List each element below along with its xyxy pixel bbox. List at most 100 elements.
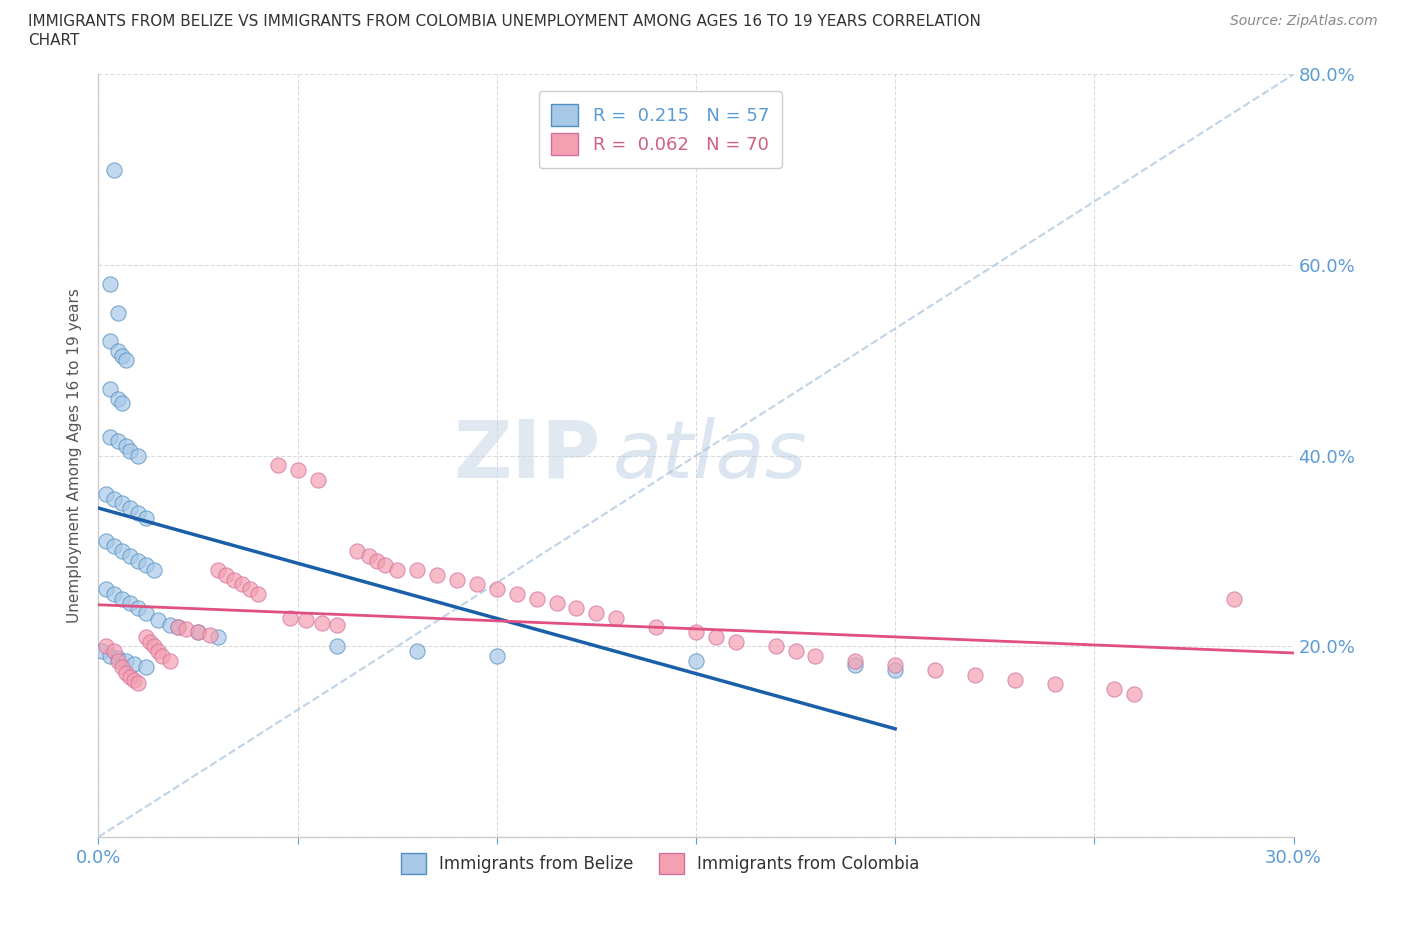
- Point: [685, 653, 707, 668]
- Point: [135, 630, 157, 644]
- Point: [111, 396, 134, 411]
- Point: [406, 563, 429, 578]
- Point: [107, 391, 129, 405]
- Point: [120, 444, 142, 458]
- Point: [135, 558, 157, 573]
- Point: [103, 163, 125, 178]
- Point: [645, 620, 668, 635]
- Point: [207, 630, 229, 644]
- Point: [231, 577, 253, 591]
- Y-axis label: Unemployment Among Ages 16 to 19 years: Unemployment Among Ages 16 to 19 years: [67, 288, 83, 623]
- Point: [111, 496, 134, 511]
- Point: [91, 644, 114, 658]
- Point: [359, 549, 381, 564]
- Point: [167, 620, 190, 635]
- Point: [174, 622, 197, 637]
- Point: [1043, 677, 1066, 692]
- Point: [704, 630, 727, 644]
- Point: [148, 612, 170, 627]
- Point: [685, 625, 707, 640]
- Point: [267, 458, 290, 472]
- Point: [287, 462, 309, 477]
- Point: [526, 591, 548, 606]
- Point: [294, 612, 316, 627]
- Point: [107, 343, 129, 358]
- Point: [148, 644, 170, 658]
- Point: [135, 660, 157, 675]
- Point: [103, 491, 125, 506]
- Point: [385, 563, 409, 578]
- Point: [159, 618, 181, 632]
- Point: [124, 656, 146, 671]
- Point: [326, 618, 349, 632]
- Point: [120, 596, 142, 611]
- Point: [924, 663, 946, 678]
- Point: [222, 572, 245, 587]
- Point: [374, 558, 396, 573]
- Point: [585, 605, 607, 620]
- Text: IMMIGRANTS FROM BELIZE VS IMMIGRANTS FROM COLOMBIA UNEMPLOYMENT AMONG AGES 16 TO: IMMIGRANTS FROM BELIZE VS IMMIGRANTS FRO…: [28, 14, 981, 29]
- Point: [198, 628, 221, 643]
- Point: [187, 625, 209, 640]
- Point: [96, 639, 118, 654]
- Point: [98, 648, 122, 663]
- Point: [98, 334, 122, 349]
- Point: [107, 305, 129, 320]
- Point: [98, 430, 122, 445]
- Point: [159, 653, 181, 668]
- Point: [246, 587, 269, 602]
- Point: [111, 660, 134, 675]
- Point: [884, 663, 907, 678]
- Point: [485, 648, 508, 663]
- Point: [785, 644, 807, 658]
- Text: ZIP: ZIP: [453, 417, 600, 495]
- Point: [127, 675, 149, 690]
- Point: [127, 553, 149, 568]
- Point: [465, 577, 488, 591]
- Point: [96, 534, 118, 549]
- Point: [115, 653, 138, 668]
- Point: [111, 591, 134, 606]
- Point: [406, 644, 429, 658]
- Point: [1223, 591, 1246, 606]
- Point: [127, 506, 149, 521]
- Point: [107, 434, 129, 449]
- Point: [115, 352, 138, 367]
- Point: [107, 650, 129, 665]
- Point: [103, 538, 125, 553]
- Point: [506, 587, 529, 602]
- Point: [135, 511, 157, 525]
- Point: [1004, 672, 1026, 687]
- Point: [844, 653, 866, 668]
- Point: [143, 639, 166, 654]
- Point: [215, 567, 238, 582]
- Point: [103, 587, 125, 602]
- Point: [124, 672, 146, 687]
- Point: [446, 572, 468, 587]
- Text: CHART: CHART: [28, 33, 80, 47]
- Point: [98, 277, 122, 292]
- Point: [1104, 682, 1126, 697]
- Point: [207, 563, 229, 578]
- Point: [844, 658, 866, 673]
- Point: [135, 605, 157, 620]
- Point: [724, 634, 747, 649]
- Point: [278, 610, 301, 625]
- Point: [96, 582, 118, 597]
- Point: [111, 543, 134, 558]
- Point: [107, 653, 129, 668]
- Point: [103, 644, 125, 658]
- Point: [804, 648, 827, 663]
- Text: atlas: atlas: [613, 417, 807, 495]
- Point: [605, 610, 627, 625]
- Point: [346, 543, 368, 558]
- Point: [485, 582, 508, 597]
- Point: [311, 615, 333, 630]
- Point: [96, 486, 118, 501]
- Point: [115, 666, 138, 681]
- Point: [765, 639, 787, 654]
- Point: [884, 658, 907, 673]
- Point: [111, 348, 134, 363]
- Point: [366, 553, 388, 568]
- Point: [127, 601, 149, 616]
